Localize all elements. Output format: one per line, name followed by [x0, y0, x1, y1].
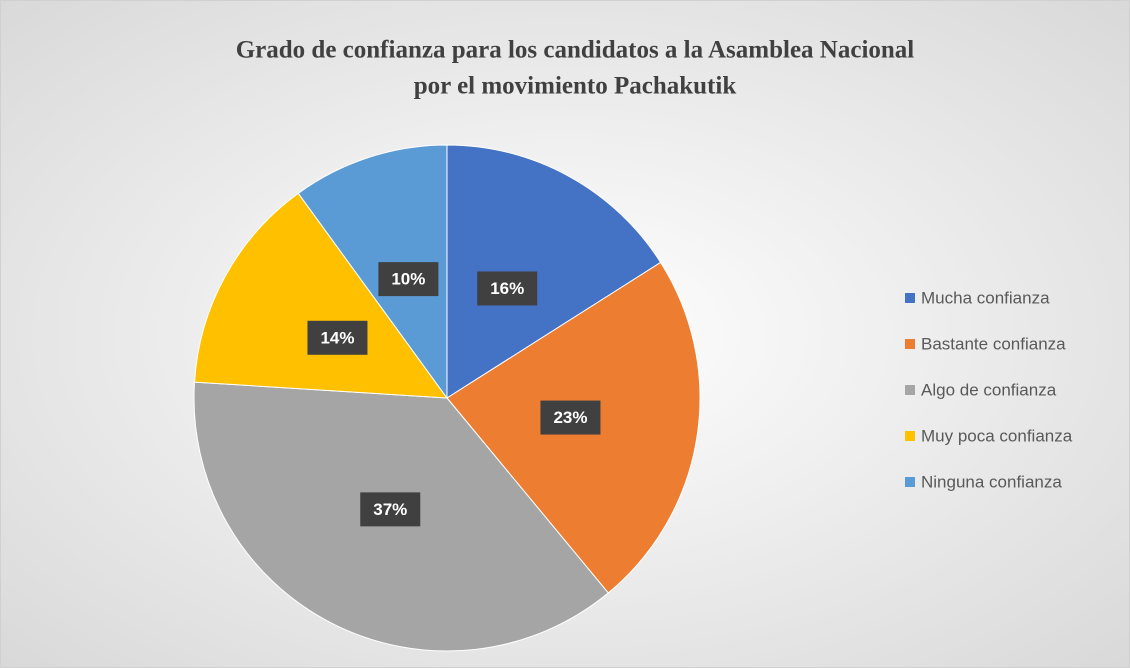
data-label-box — [477, 271, 538, 306]
legend-label: Algo de confianza — [921, 380, 1057, 399]
legend-swatch — [905, 431, 915, 441]
data-label-box — [360, 492, 421, 527]
pie-slice — [297, 144, 448, 400]
legend-swatch — [905, 477, 915, 487]
title-group: Grado de confianza para los candidatos a… — [236, 37, 915, 100]
pie-slice — [446, 144, 662, 399]
legend-swatch — [905, 293, 915, 303]
data-labels: 16% 23% 37% 14% 10% — [307, 262, 601, 527]
data-label: 37% — [373, 500, 407, 519]
legend-label: Bastante confianza — [921, 334, 1066, 353]
pie — [193, 144, 701, 652]
data-label-box — [378, 262, 439, 297]
legend-label: Mucha confianza — [921, 288, 1050, 307]
data-label: 14% — [320, 328, 354, 347]
legend-swatch — [905, 385, 915, 395]
pie-slice — [193, 192, 449, 399]
data-label-box — [540, 400, 601, 435]
legend: Mucha confianza Bastante confianza Algo de… — [905, 288, 1073, 491]
legend-swatch — [905, 339, 915, 349]
data-label: 23% — [553, 408, 587, 427]
legend-label: Ninguna confianza — [921, 472, 1062, 491]
data-label-box — [307, 320, 368, 355]
chart-title: Grado de confianza para los candidatos a… — [236, 37, 915, 64]
data-label: 10% — [391, 270, 425, 289]
chart-title: por el movimiento Pachakutik — [414, 73, 737, 100]
data-label: 16% — [490, 279, 524, 298]
legend-label: Muy poca confianza — [921, 426, 1073, 445]
